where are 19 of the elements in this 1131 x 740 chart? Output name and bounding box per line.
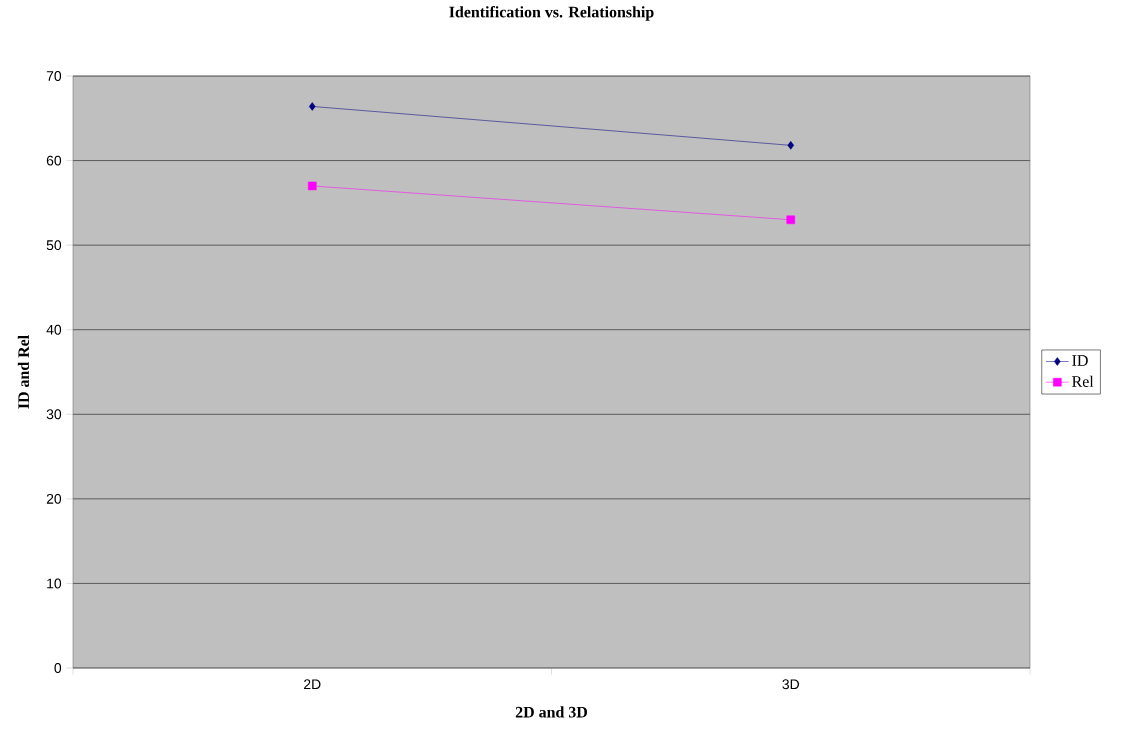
- x-tick-label: 3D: [782, 679, 799, 690]
- legend-label: ID: [1072, 355, 1088, 366]
- point: [786, 215, 796, 225]
- legend-label: Rel: [1072, 375, 1094, 387]
- point: [787, 141, 795, 150]
- x-tick-label: 2D: [304, 679, 321, 690]
- y-tick-label: 60: [46, 155, 62, 166]
- y-tick-label: 20: [46, 493, 62, 504]
- chart-title: Identification vs. Relationship: [449, 6, 654, 21]
- y-tick-label: 30: [46, 409, 62, 420]
- y-tick-label: 50: [46, 240, 62, 251]
- y-tick-label: 0: [54, 663, 62, 673]
- y-axis-title: ID and Rel: [17, 335, 30, 409]
- point: [308, 181, 317, 191]
- x-axis-title: 2D and 3D: [515, 706, 588, 718]
- y-tick-label: 40: [46, 324, 62, 335]
- point: [309, 102, 316, 111]
- y-tick-label: 70: [46, 71, 62, 81]
- y-tick-label: 10: [47, 578, 62, 589]
